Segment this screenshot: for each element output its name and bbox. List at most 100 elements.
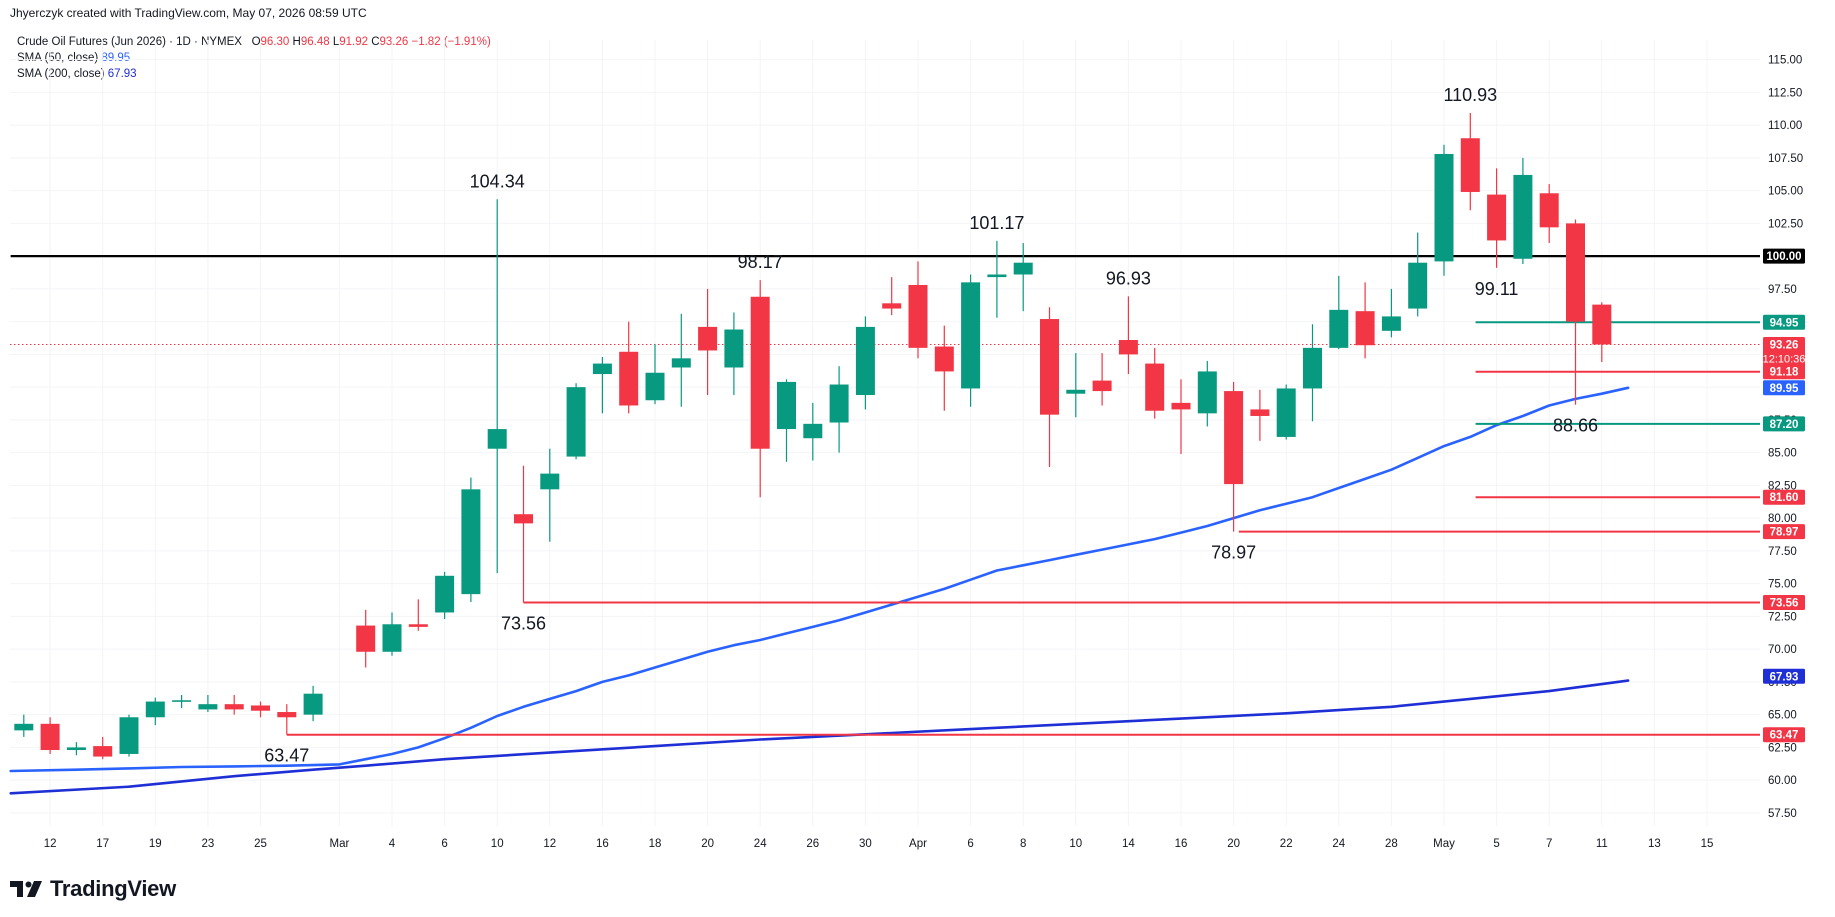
time-axis-tick-label: 22	[1280, 838, 1293, 850]
time-axis-tick-label: 11	[1596, 838, 1608, 850]
time-axis-tick-label: Apr	[909, 838, 927, 850]
candle-up	[303, 685, 323, 722]
candle-up	[1066, 353, 1086, 418]
price-axis-tick-label: 82.50	[1768, 480, 1797, 492]
price-axis-tick-label: 102.50	[1768, 218, 1803, 230]
time-axis-tick-label: 18	[649, 838, 662, 850]
time-axis-tick-label: 12	[44, 838, 57, 850]
candle-down	[698, 288, 718, 396]
ohlc-open-label: O	[251, 36, 261, 48]
candle-body	[908, 284, 928, 348]
price-axis-tick-label: 75.00	[1768, 579, 1797, 591]
price-tag-background	[1763, 595, 1805, 611]
price-tag-background	[1763, 668, 1805, 684]
candle-body	[1513, 174, 1533, 259]
candle-down	[408, 599, 428, 631]
price-axis-tags: 100.00 94.95 91.18 87.20 81.60 78.97 73.56 63.4…	[1763, 248, 1805, 743]
candle-down	[750, 280, 770, 498]
price-tag-background	[1763, 416, 1805, 432]
candle-up	[1329, 275, 1349, 350]
candle-up	[1303, 324, 1322, 422]
price-tag-background	[1763, 364, 1805, 380]
last-price-tag: 93.26 12:10:36	[1763, 336, 1805, 367]
candle-body	[1487, 194, 1507, 241]
candle-up	[540, 448, 560, 542]
price-tag-background	[1763, 314, 1805, 330]
candle-body	[671, 358, 691, 368]
time-axis-tick-label: 24	[754, 838, 767, 850]
price-tag-background	[1763, 336, 1805, 367]
level-price-tag: 63.47	[1763, 727, 1805, 743]
price-tag-label: 87.20	[1770, 419, 1799, 431]
candle-body	[303, 693, 323, 715]
candle-body	[1276, 388, 1296, 437]
candle-up	[1513, 157, 1533, 265]
time-axis-tick-label: 25	[254, 838, 267, 850]
candles	[14, 112, 1612, 760]
candle-body	[1066, 389, 1086, 394]
candle-body	[435, 575, 455, 613]
candle-up	[1408, 232, 1428, 317]
candle-body	[461, 489, 481, 595]
price-tag-label: 63.47	[1770, 730, 1799, 742]
candle-body	[119, 717, 139, 754]
ohlc-low-label: L	[332, 36, 340, 48]
sma200-legend-label: SMA (200, close)	[17, 68, 105, 80]
candle-body	[1566, 223, 1585, 322]
moving-averages	[9, 386, 1630, 795]
candle-body	[1013, 262, 1033, 275]
candle-down	[1355, 282, 1375, 359]
chart-attribution: Jhyerczyk created with TradingView.com, …	[10, 6, 367, 20]
candle-up	[987, 240, 1007, 318]
chart-grid	[10, 40, 1760, 826]
candle-up	[1013, 243, 1033, 312]
candle-body	[645, 372, 665, 401]
sma200-legend-row[interactable]: SMA (200, close) 67.93	[17, 66, 491, 82]
candle-body	[93, 746, 113, 757]
candle-body	[1171, 402, 1191, 410]
tradingview-brand[interactable]: TradingView	[10, 876, 176, 902]
symbol-row[interactable]: Crude Oil Futures (Jun 2026) · 1D · NYME…	[17, 34, 491, 50]
candle-body	[961, 282, 981, 389]
ohlc-open-value: 96.30	[260, 36, 290, 48]
price-axis-tick-label: 77.50	[1768, 546, 1797, 558]
candle-body	[514, 514, 533, 524]
time-axis-tick-label: 6	[967, 838, 973, 850]
time-axis-tick-label: 28	[1385, 838, 1398, 850]
candle-body	[198, 704, 218, 710]
candle-body	[487, 429, 507, 449]
candle-body	[1329, 309, 1349, 348]
candle-body	[172, 700, 192, 702]
candle-up	[1434, 144, 1454, 276]
sma50-legend-value: 89.95	[101, 52, 131, 64]
candle-down	[1145, 347, 1165, 419]
candle-down	[1250, 389, 1270, 441]
level-price-tag: 87.20	[1763, 416, 1805, 432]
candle-up	[119, 714, 139, 757]
price-axis-tick-label: 62.50	[1768, 742, 1797, 754]
candle-up	[172, 695, 192, 709]
time-axis-tick-label: 7	[1546, 838, 1552, 850]
candle-down	[619, 321, 639, 414]
candle-up	[829, 366, 849, 453]
ohlc-change-value: −1.82 (−1.91%)	[411, 36, 491, 48]
ohlc-high-label: H	[292, 36, 301, 48]
price-axis-tick-label: 85.00	[1768, 448, 1797, 460]
price-tag-label: 89.95	[1770, 383, 1799, 395]
time-axis-tick-label: 8	[1020, 838, 1026, 850]
sma50-legend-row[interactable]: SMA (50, close) 89.95	[17, 50, 491, 66]
price-axis-tick-label: 80.00	[1768, 513, 1797, 525]
candle-body	[566, 387, 586, 457]
sma200-legend-value: 67.93	[107, 68, 137, 80]
candle-down	[1487, 168, 1507, 268]
price-annotation: 78.97	[1211, 543, 1256, 563]
candle-up	[66, 742, 86, 756]
candle-body	[750, 296, 770, 449]
time-axis-tick-label: 14	[1122, 838, 1135, 850]
candle-down	[1592, 302, 1612, 362]
candle-up	[1381, 288, 1401, 338]
candle-body	[829, 384, 849, 423]
horizontal-levels	[10, 255, 1760, 736]
price-tag-background	[1763, 727, 1805, 743]
